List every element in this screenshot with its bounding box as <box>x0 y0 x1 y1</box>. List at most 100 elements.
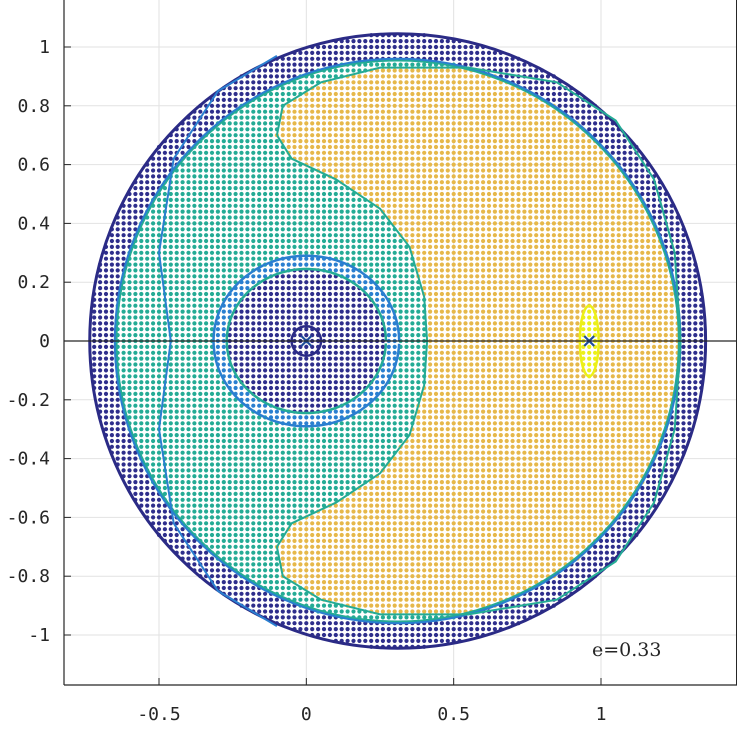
data-point <box>304 215 309 220</box>
data-point <box>386 480 391 485</box>
data-point <box>410 121 415 126</box>
data-point <box>327 121 332 126</box>
data-point <box>386 97 391 102</box>
data-point <box>327 491 332 496</box>
data-point <box>215 550 220 555</box>
data-point <box>209 174 215 179</box>
data-point <box>333 156 338 161</box>
data-point <box>204 444 209 449</box>
data-point <box>392 421 397 426</box>
data-point <box>192 350 197 355</box>
data-point <box>227 262 232 267</box>
data-point <box>363 491 368 496</box>
data-point <box>416 80 421 85</box>
data-point <box>345 139 350 144</box>
data-point <box>139 427 144 432</box>
data-point <box>369 333 374 338</box>
data-point <box>257 86 262 91</box>
data-point <box>363 374 368 379</box>
data-point <box>386 80 391 85</box>
data-point <box>139 444 144 449</box>
data-point <box>286 415 291 420</box>
data-point <box>98 403 103 408</box>
data-point <box>263 168 268 173</box>
data-point <box>345 485 350 491</box>
data-point <box>251 368 256 373</box>
data-point <box>186 444 191 449</box>
data-point <box>339 50 344 56</box>
data-point <box>327 197 332 202</box>
data-point <box>198 409 203 414</box>
data-point <box>251 221 256 226</box>
data-point <box>333 197 338 202</box>
data-point <box>280 333 285 338</box>
data-point <box>198 244 203 249</box>
data-point <box>233 356 238 361</box>
data-point <box>233 91 238 97</box>
data-point <box>345 150 350 155</box>
data-point <box>363 627 368 632</box>
data-point <box>422 568 427 573</box>
data-point <box>369 603 374 608</box>
data-point <box>92 315 97 320</box>
data-point <box>351 156 356 161</box>
data-point <box>375 527 380 532</box>
data-point <box>345 297 350 302</box>
data-point <box>304 250 309 255</box>
data-point <box>357 585 362 591</box>
data-point <box>109 350 114 355</box>
data-point <box>410 186 415 191</box>
data-point <box>274 485 279 491</box>
data-point <box>316 374 321 379</box>
data-point <box>168 203 173 208</box>
data-point <box>292 303 297 308</box>
data-point <box>380 374 385 379</box>
data-point <box>268 303 274 308</box>
data-point <box>327 385 332 391</box>
data-point <box>227 532 232 538</box>
data-point <box>263 162 268 167</box>
data-point <box>180 315 185 320</box>
data-point <box>333 133 338 138</box>
data-point <box>168 538 173 544</box>
data-point <box>162 350 167 355</box>
data-point <box>174 433 179 438</box>
data-point <box>186 427 191 432</box>
data-point <box>304 574 309 579</box>
data-point <box>280 244 285 249</box>
data-point <box>345 250 350 255</box>
data-point <box>92 362 97 367</box>
data-point <box>263 139 268 144</box>
data-point <box>286 244 291 249</box>
data-point <box>375 174 380 179</box>
data-point <box>251 256 256 261</box>
data-point <box>386 403 391 408</box>
data-point <box>204 556 209 561</box>
data-point <box>251 315 256 320</box>
data-point <box>162 450 167 455</box>
data-point <box>375 503 380 508</box>
data-point <box>386 186 391 191</box>
data-point <box>345 462 350 467</box>
data-point <box>321 385 327 391</box>
data-point <box>321 521 327 526</box>
data-point <box>375 150 380 155</box>
data-point <box>298 480 303 485</box>
data-point <box>357 597 362 602</box>
data-point <box>304 556 309 561</box>
data-point <box>156 385 162 391</box>
data-point <box>174 244 179 249</box>
data-point <box>198 209 203 214</box>
data-point <box>257 174 262 179</box>
data-point <box>404 186 409 191</box>
data-point <box>168 227 173 232</box>
data-point <box>186 333 191 338</box>
data-point <box>339 585 344 591</box>
data-point <box>357 174 362 179</box>
data-point <box>304 532 309 538</box>
data-point <box>380 115 385 120</box>
data-point <box>174 233 179 238</box>
data-point <box>98 397 103 402</box>
data-point <box>274 515 279 520</box>
data-point <box>292 297 297 302</box>
